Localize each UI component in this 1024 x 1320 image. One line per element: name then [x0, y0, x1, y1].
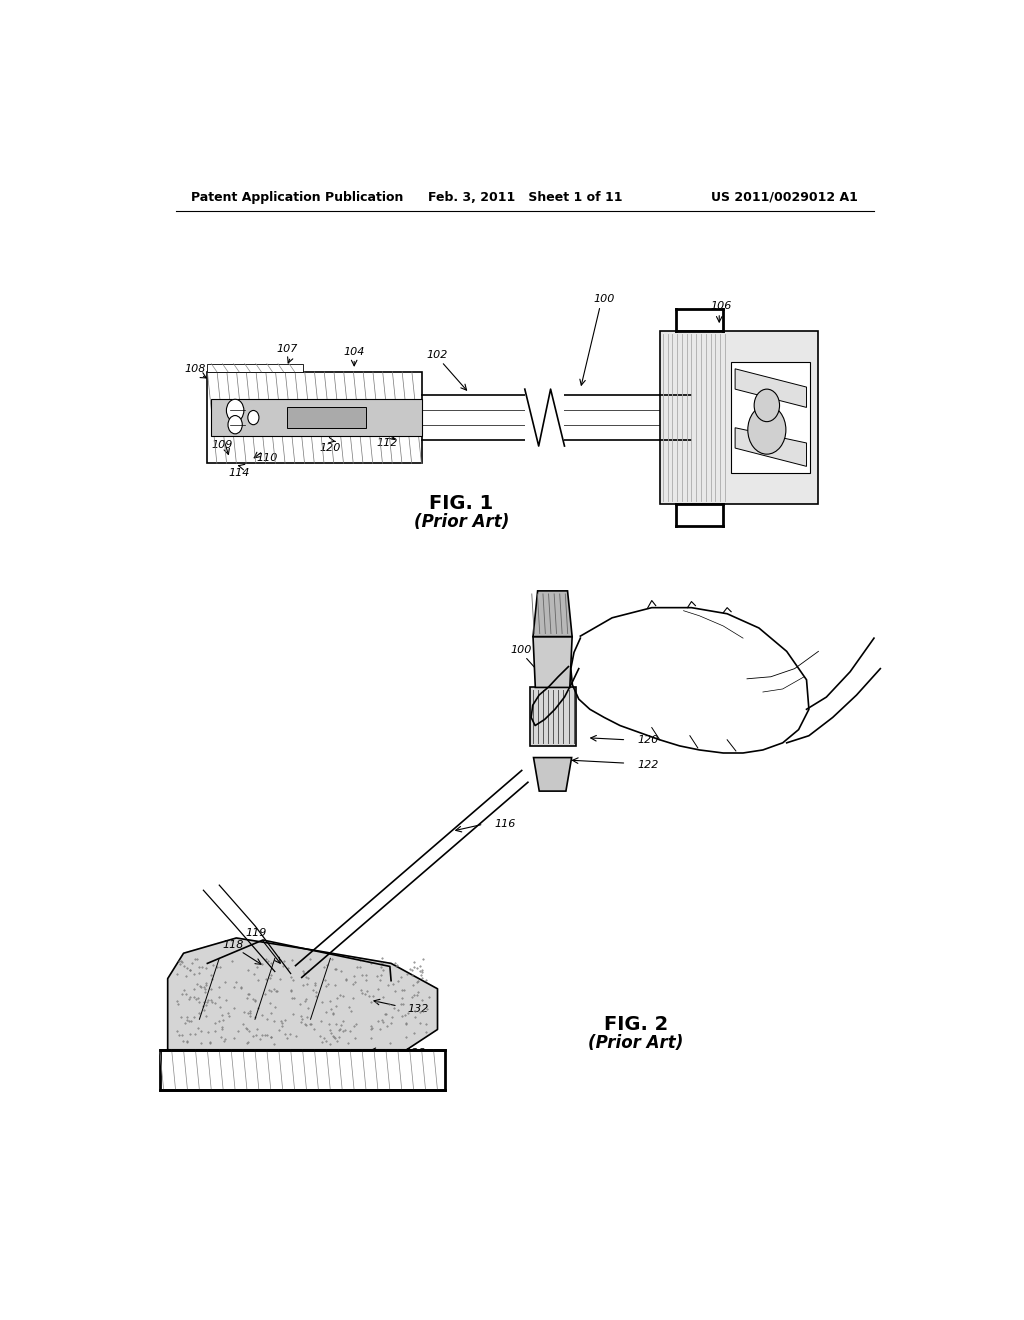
Text: 122: 122 [638, 760, 658, 770]
Text: 112: 112 [377, 438, 398, 447]
Polygon shape [160, 1049, 445, 1090]
Circle shape [748, 405, 785, 454]
Polygon shape [735, 368, 807, 408]
Polygon shape [731, 362, 811, 474]
Polygon shape [207, 372, 422, 463]
Text: 119: 119 [246, 928, 267, 939]
Text: 104: 104 [343, 347, 365, 356]
Polygon shape [287, 408, 367, 428]
Text: 128: 128 [404, 1048, 426, 1057]
Text: 106: 106 [711, 301, 732, 310]
Text: FIG. 2: FIG. 2 [604, 1015, 668, 1034]
Circle shape [754, 389, 779, 421]
Circle shape [248, 411, 259, 425]
Polygon shape [207, 364, 303, 372]
Text: 114: 114 [228, 469, 250, 478]
Polygon shape [168, 939, 437, 1049]
Text: 120: 120 [638, 735, 658, 744]
Text: 124: 124 [350, 1081, 372, 1092]
Polygon shape [529, 688, 575, 746]
Polygon shape [659, 331, 818, 504]
Text: 118: 118 [222, 940, 244, 950]
Polygon shape [534, 591, 572, 636]
Text: 110: 110 [256, 453, 278, 463]
Text: (Prior Art): (Prior Art) [414, 513, 509, 531]
Text: Feb. 3, 2011   Sheet 1 of 11: Feb. 3, 2011 Sheet 1 of 11 [428, 190, 622, 203]
Text: FIG. 1: FIG. 1 [429, 495, 494, 513]
Text: Patent Application Publication: Patent Application Publication [191, 190, 403, 203]
Polygon shape [534, 758, 571, 791]
Text: (Prior Art): (Prior Art) [588, 1034, 684, 1052]
Text: 108: 108 [184, 364, 206, 374]
Text: 108: 108 [223, 1080, 245, 1090]
Text: 109: 109 [211, 440, 232, 450]
Text: 126: 126 [384, 1068, 404, 1078]
Polygon shape [735, 428, 807, 466]
Text: 107: 107 [276, 345, 297, 355]
Text: 102: 102 [427, 350, 449, 359]
Text: US 2011/0029012 A1: US 2011/0029012 A1 [712, 190, 858, 203]
Text: 120: 120 [319, 444, 341, 453]
Text: 132: 132 [408, 1005, 429, 1014]
Polygon shape [534, 636, 572, 688]
Circle shape [226, 399, 244, 421]
Text: 100: 100 [510, 645, 531, 655]
Circle shape [228, 416, 243, 434]
Polygon shape [524, 372, 564, 463]
Polygon shape [211, 399, 422, 436]
Text: 116: 116 [495, 820, 516, 829]
Text: 100: 100 [594, 293, 614, 304]
